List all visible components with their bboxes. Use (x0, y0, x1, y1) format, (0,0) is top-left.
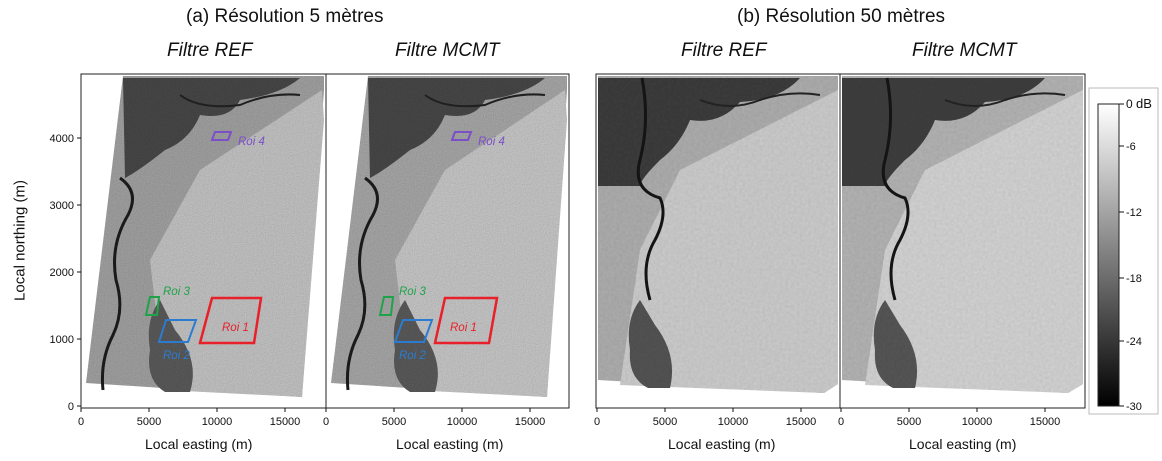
panel-5m-mcmt: Roi 1 Roi 2 Roi 3 Roi 4 (325, 73, 570, 409)
roi-label: Roi 3 (163, 286, 190, 298)
panel-50m-ref (595, 73, 841, 409)
group-title-5m: (a) Résolution 5 mètres (186, 6, 384, 27)
colorbar: 0 dB -6 -12 -18 -24 -30 (1088, 87, 1159, 415)
roi-label: Roi 4 (478, 136, 505, 148)
y-tick-label: 3000 (50, 200, 74, 212)
panel-title-50m-mcmt: Filtre MCMT (912, 40, 1017, 61)
panel-title-5m-ref: Filtre REF (167, 40, 253, 61)
x-tick-label: 5000 (653, 416, 677, 428)
x-tick-label: 10000 (718, 416, 749, 428)
y-tick-label: 4000 (50, 133, 74, 145)
colorbar-tick-label: -18 (1126, 273, 1142, 285)
x-axis-title-4: Local easting (m) (909, 436, 1017, 452)
x-tick-label: 15000 (270, 416, 301, 428)
colorbar-top-label: 0 (1126, 97, 1133, 111)
roi-label: Roi 2 (163, 350, 190, 362)
x-tick-label: 10000 (202, 416, 233, 428)
x-tick-label: 10000 (447, 416, 478, 428)
x-tick-label: 10000 (962, 416, 993, 428)
roi-label: Roi 1 (222, 322, 249, 334)
colorbar-unit: dB (1136, 96, 1152, 111)
panel-title-5m-mcmt: Filtre MCMT (395, 40, 500, 61)
panel-5m-ref: Roi 1 Roi 2 Roi 3 Roi 4 (80, 73, 327, 409)
x-tick-label: 0 (838, 416, 844, 428)
y-tick-label: 0 (68, 401, 74, 413)
colorbar-tick-label: -6 (1126, 141, 1136, 153)
x-axis-title-1: Local easting (m) (145, 436, 253, 452)
y-tick-label: 1000 (50, 334, 74, 346)
x-tick-label: 0 (78, 416, 84, 428)
y-axis: 0 1000 2000 3000 4000 (50, 133, 81, 413)
x-tick-label: 15000 (1030, 416, 1061, 428)
x-axis-1: 0 5000 10000 15000 (78, 408, 300, 428)
x-tick-label: 0 (323, 416, 329, 428)
x-tick-label: 15000 (515, 416, 546, 428)
x-tick-label: 5000 (382, 416, 406, 428)
roi-label: Roi 3 (399, 286, 426, 298)
x-axis-title-2: Local easting (m) (396, 436, 504, 452)
panel-50m-mcmt (839, 73, 1086, 409)
group-title-50m: (b) Résolution 50 mètres (737, 6, 946, 27)
colorbar-gradient (1097, 103, 1120, 407)
roi-label: Roi 4 (238, 136, 265, 148)
colorbar-tick-label: -30 (1126, 401, 1142, 413)
roi-label: Roi 1 (450, 322, 477, 334)
x-tick-label: 0 (594, 416, 600, 428)
colorbar-tick-label: -24 (1126, 336, 1142, 348)
roi-label: Roi 2 (399, 350, 426, 362)
y-tick-label: 2000 (50, 267, 74, 279)
x-axis-4: 0 5000 10000 15000 (838, 408, 1060, 428)
x-axis-title-3: Local easting (m) (668, 436, 776, 452)
panel-title-50m-ref: Filtre REF (681, 40, 767, 61)
x-axis-2: 0 5000 10000 15000 (323, 408, 545, 428)
colorbar-tick-label: -12 (1126, 207, 1142, 219)
x-tick-label: 5000 (137, 416, 161, 428)
x-axis-3: 0 5000 10000 15000 (594, 408, 816, 428)
x-tick-label: 5000 (897, 416, 921, 428)
x-tick-label: 15000 (786, 416, 817, 428)
